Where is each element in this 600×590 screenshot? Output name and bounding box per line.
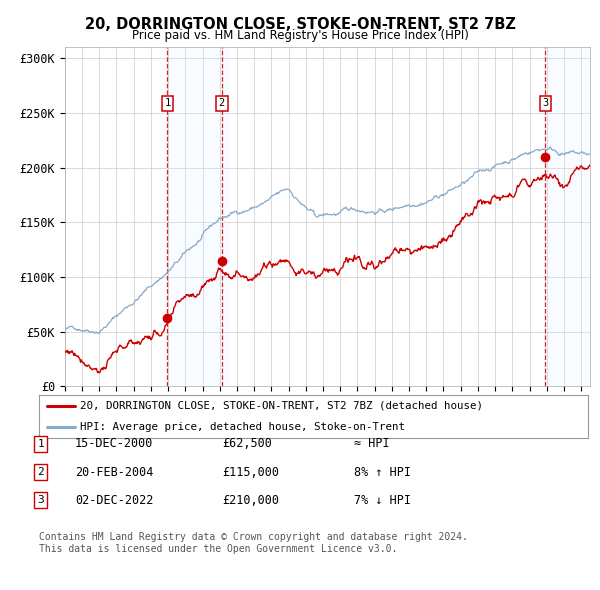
Text: 2: 2 <box>37 467 44 477</box>
Text: 1: 1 <box>164 98 170 108</box>
Text: 20, DORRINGTON CLOSE, STOKE-ON-TRENT, ST2 7BZ: 20, DORRINGTON CLOSE, STOKE-ON-TRENT, ST… <box>85 17 515 31</box>
Text: 15-DEC-2000: 15-DEC-2000 <box>75 437 154 450</box>
Text: 2: 2 <box>219 98 225 108</box>
Text: 7% ↓ HPI: 7% ↓ HPI <box>354 494 411 507</box>
Text: Contains HM Land Registry data © Crown copyright and database right 2024.
This d: Contains HM Land Registry data © Crown c… <box>39 532 468 554</box>
Text: 02-DEC-2022: 02-DEC-2022 <box>75 494 154 507</box>
Text: £210,000: £210,000 <box>222 494 279 507</box>
Text: ≈ HPI: ≈ HPI <box>354 437 389 450</box>
Text: 8% ↑ HPI: 8% ↑ HPI <box>354 466 411 478</box>
Text: HPI: Average price, detached house, Stoke-on-Trent: HPI: Average price, detached house, Stok… <box>80 422 405 432</box>
Text: 20-FEB-2004: 20-FEB-2004 <box>75 466 154 478</box>
Text: £115,000: £115,000 <box>222 466 279 478</box>
Bar <box>544 47 590 386</box>
Text: 3: 3 <box>37 496 44 505</box>
Text: £62,500: £62,500 <box>222 437 272 450</box>
Text: 3: 3 <box>542 98 548 108</box>
Text: Price paid vs. HM Land Registry's House Price Index (HPI): Price paid vs. HM Land Registry's House … <box>131 30 469 42</box>
Text: 1: 1 <box>37 439 44 448</box>
Text: 20, DORRINGTON CLOSE, STOKE-ON-TRENT, ST2 7BZ (detached house): 20, DORRINGTON CLOSE, STOKE-ON-TRENT, ST… <box>80 401 483 411</box>
Bar <box>166 47 230 386</box>
